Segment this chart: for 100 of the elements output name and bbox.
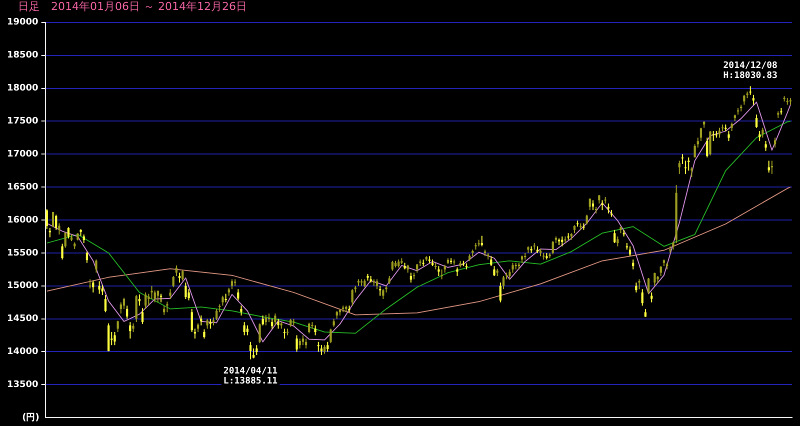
candlestick [271,318,274,330]
candlestick [512,262,514,274]
candlestick [203,328,206,340]
y-tick-label: 13500 [7,380,38,390]
y-tick-label: 14000 [7,347,38,358]
candlestick [351,288,354,306]
y-tick-label: 17000 [7,149,38,160]
y-axis-title: (円) [22,412,40,423]
candlestick [647,277,650,294]
candlestick [48,227,52,238]
candlestick [122,297,126,310]
candlestick [567,232,570,240]
candlestick [768,160,770,174]
candlestick [410,272,412,284]
candlestick [774,137,776,148]
candlestick [382,288,384,300]
candlestick [46,208,48,230]
candlestick [438,266,440,276]
candlestick [64,232,66,248]
candlestick [688,156,690,172]
candlestick [601,200,604,211]
candlestick [718,127,721,138]
candlestick [172,275,174,288]
candlestick [104,294,107,313]
candlestick [182,270,184,282]
candlestick [320,344,323,356]
candlestick [770,160,774,174]
candlestick [728,130,730,142]
candlestick [326,341,329,352]
candlestick [678,160,680,174]
candlestick [690,166,693,178]
candlestick [308,322,310,334]
candlestick [178,272,181,284]
candlestick [493,266,496,276]
candlestick [237,288,240,301]
candlestick [440,268,443,280]
candlestick [330,328,332,344]
candlestick [592,200,594,211]
candlestick [499,282,502,303]
y-tick-label: 19000 [7,18,38,28]
candlestick [502,275,505,290]
candlestick [302,334,304,346]
candlestick [55,214,58,230]
candlestick [614,229,616,244]
candlestick [743,94,746,106]
candlestick [240,305,242,316]
candlestick [709,130,712,156]
candlestick [635,282,638,293]
y-tick-label: 17500 [7,116,38,127]
candlestick [762,127,764,138]
y-tick-label: 15000 [7,281,38,292]
candlestick [200,315,202,326]
chart-title: 日足 2014年01月06日 ～ 2014年12月26日 [17,0,248,14]
candlestick [552,240,554,255]
candlestick [101,284,104,296]
candlestick [586,214,588,226]
candlestick [712,130,714,142]
candlestick [98,280,100,294]
candlestick [243,322,246,336]
candlestick [264,314,268,326]
candlestick [296,334,298,352]
annotation: 2014/04/11 L:13885.11 [223,366,278,386]
candlestick [706,137,708,158]
candlestick [116,320,119,332]
candlestick [274,313,276,326]
y-tick-label: 18000 [7,84,38,94]
candlestick [169,288,172,300]
candlestick [588,198,591,211]
candlestick [752,94,755,106]
candlestick [126,305,128,320]
annotation: 2014/12/08 H:18030.83 [723,61,778,82]
candlestick [61,243,64,260]
candlestick [391,260,394,272]
candlestick [660,266,662,276]
candlestick [764,140,767,152]
candlestick [114,331,116,346]
candlestick [135,294,138,323]
candlestick [144,292,147,310]
candlestick [277,318,280,330]
y-tick-label: 16000 [7,215,38,226]
candlestick [480,235,483,247]
candlestick [209,318,212,330]
candlestick [141,308,144,325]
candlestick [379,285,382,296]
candlestick [230,278,234,290]
candlestick [150,285,153,300]
y-tick-label: 18500 [7,50,38,61]
candlestick [628,246,632,257]
candlestick [755,114,758,128]
candlestick [654,272,656,286]
y-tick-label: 16500 [7,182,38,192]
candlestick [58,222,60,235]
y-tick-label: 14500 [7,314,38,324]
candlestick [314,324,316,336]
candlestick [650,292,653,303]
candlestick [616,236,619,247]
candlestick [120,302,122,314]
candlestick [52,212,54,228]
candlestick [154,290,156,303]
y-tick-label: 15500 [7,248,38,258]
